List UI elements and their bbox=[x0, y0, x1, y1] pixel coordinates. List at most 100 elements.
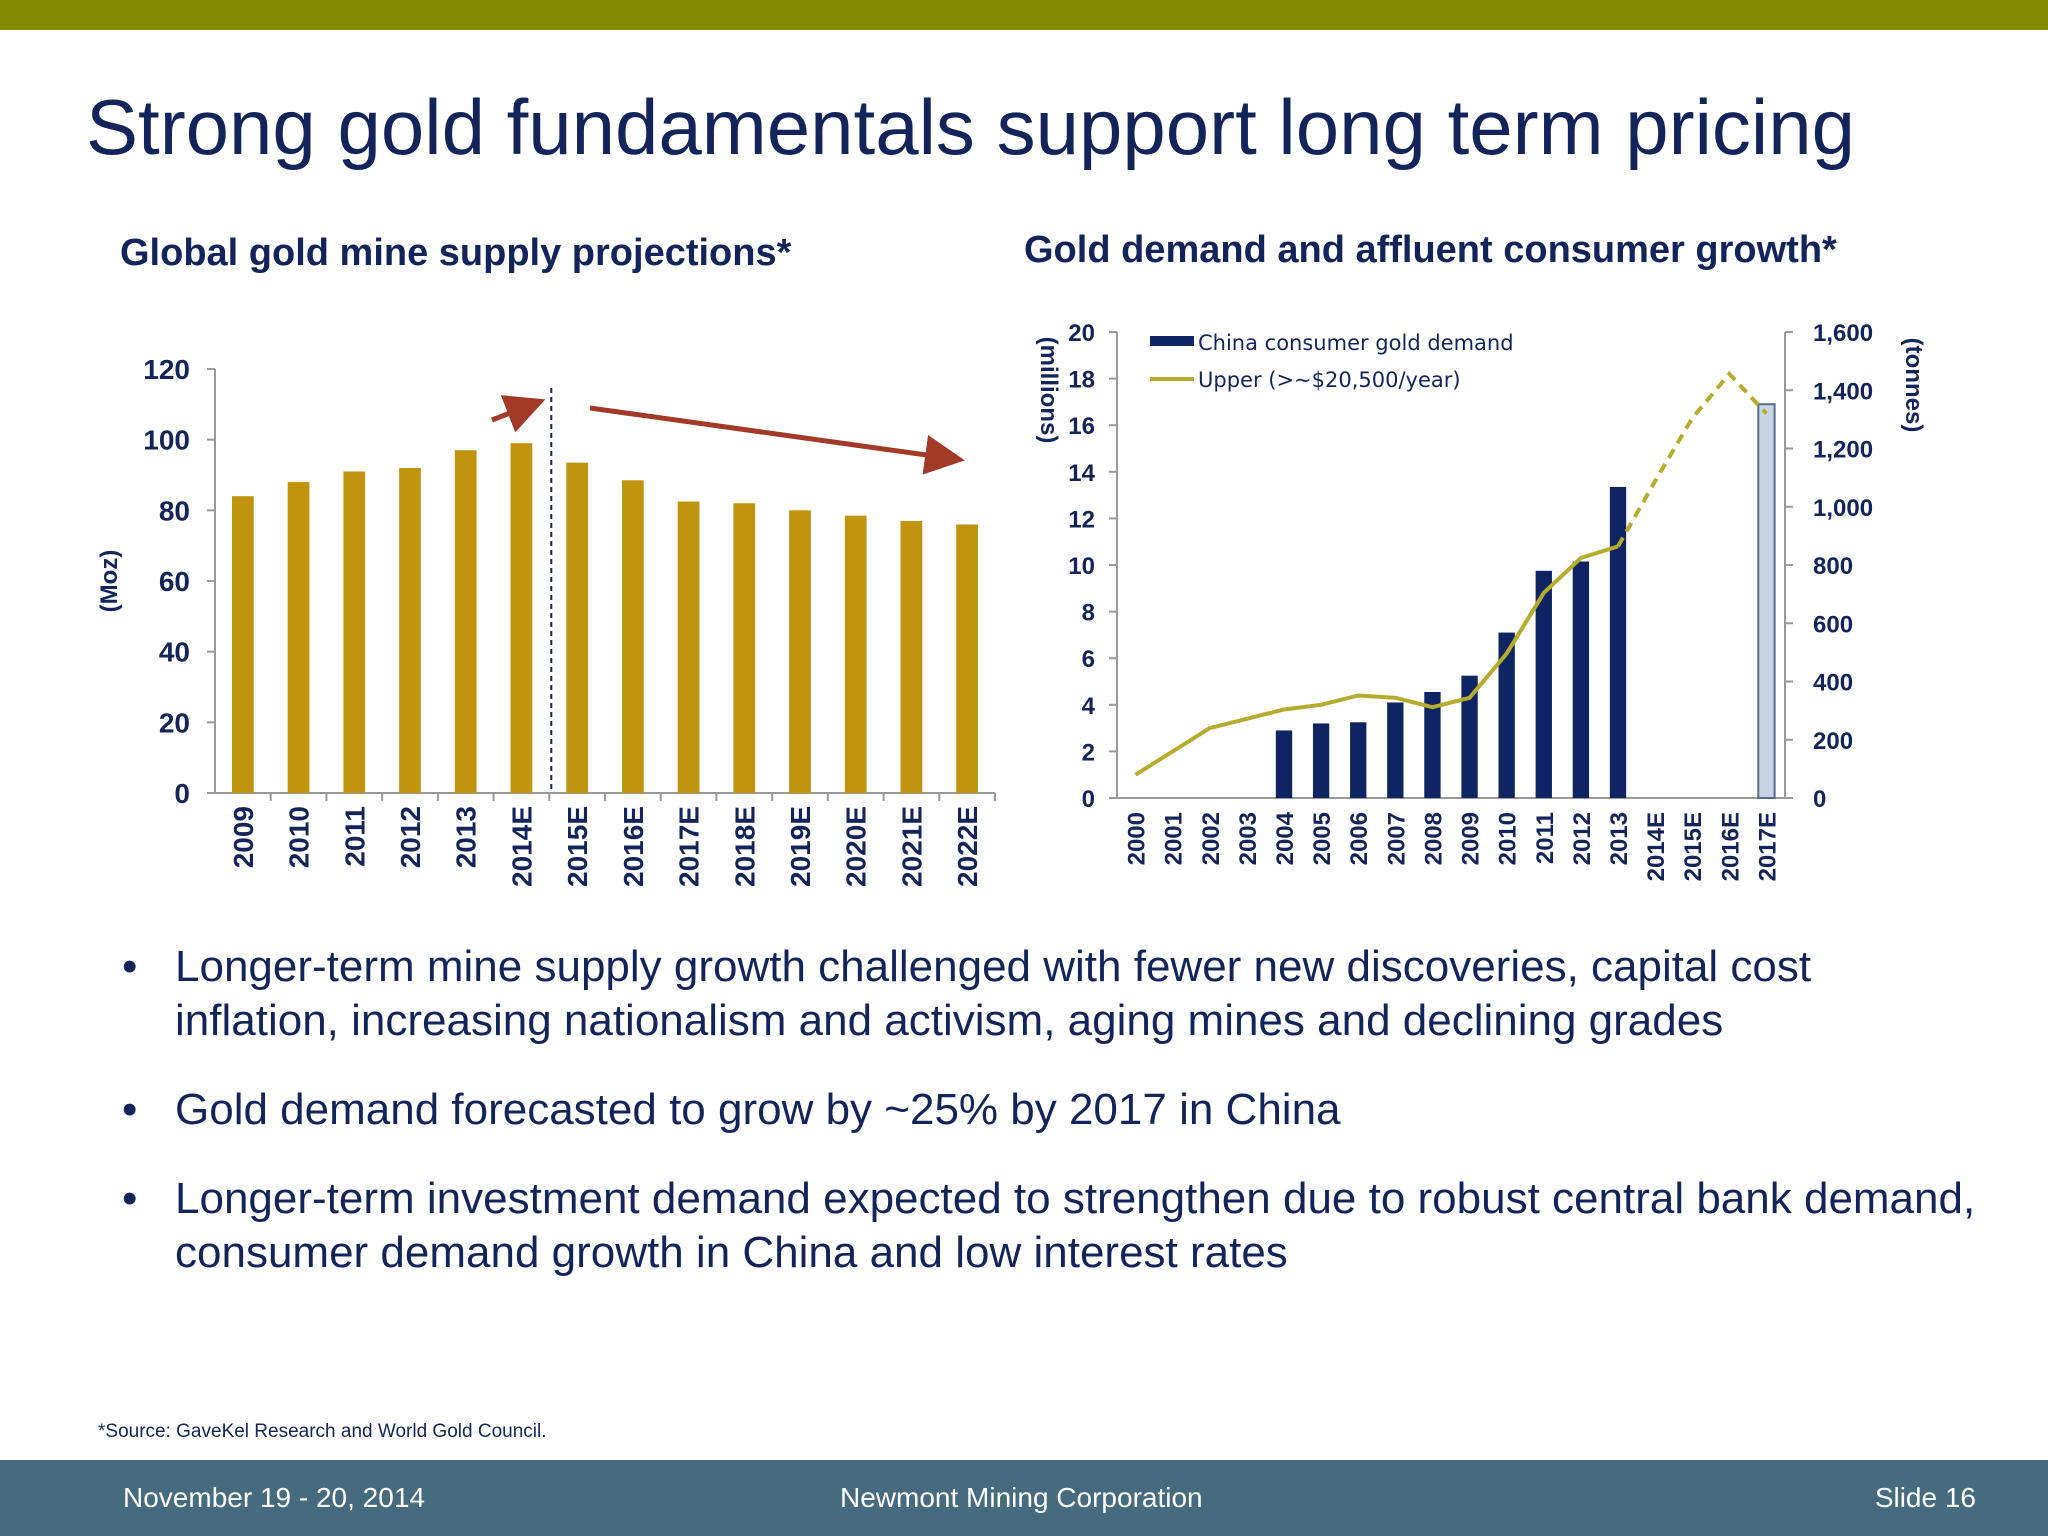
bar bbox=[900, 520, 923, 793]
x-tick-label: 2015E bbox=[562, 806, 593, 887]
x-tick-label: 2009 bbox=[228, 806, 259, 868]
y-tick-label: 80 bbox=[159, 495, 190, 526]
up-trend-arrow bbox=[491, 395, 546, 433]
left-tick-label: 10 bbox=[1068, 553, 1095, 580]
bar bbox=[1461, 675, 1478, 798]
footer-date: November 19 - 20, 2014 bbox=[123, 1482, 425, 1513]
x-tick-label: 2014E bbox=[506, 806, 537, 887]
x-tick-label: 2001 bbox=[1161, 812, 1188, 865]
bar bbox=[454, 450, 477, 793]
bar bbox=[510, 443, 533, 793]
right-tick-label: 600 bbox=[1813, 611, 1853, 638]
x-tick-label: 2009 bbox=[1458, 812, 1485, 865]
y-tick-label: 20 bbox=[159, 707, 190, 738]
top-accent-bar bbox=[0, 0, 2048, 30]
bullet-item: • Longer-term mine supply growth challeng… bbox=[118, 940, 1978, 1048]
bullet-dot: • bbox=[122, 1085, 138, 1134]
x-tick-label: 2013 bbox=[451, 806, 482, 868]
bar bbox=[231, 496, 254, 793]
right-tick-label: 1,200 bbox=[1813, 437, 1873, 464]
mine-supply-chart: 0 20 40 60 80 100 120 (Moz) 2009 2010 2011 2012 2013… bbox=[96, 354, 996, 887]
x-tick-label: 2017E bbox=[1754, 812, 1781, 881]
left-tick-label: 20 bbox=[1068, 320, 1095, 347]
y-tick-label: 100 bbox=[143, 425, 190, 456]
left-axis-label: (millions) bbox=[1035, 337, 1062, 444]
left-tick-label: 6 bbox=[1082, 646, 1095, 673]
forecast-bar bbox=[1757, 403, 1776, 799]
x-tick-label: 2020E bbox=[841, 806, 872, 887]
x-tick-label: 2005 bbox=[1309, 812, 1336, 865]
legend-label-bar: China consumer gold demand bbox=[1198, 331, 1514, 355]
bar bbox=[621, 480, 644, 793]
bar bbox=[343, 471, 366, 793]
down-trend-arrow bbox=[589, 405, 965, 475]
left-tick-label: 14 bbox=[1068, 460, 1095, 487]
y-tick-label: 0 bbox=[174, 778, 190, 809]
bar bbox=[566, 462, 589, 793]
bar bbox=[956, 524, 979, 793]
bar bbox=[677, 501, 700, 793]
legend-swatch-bar bbox=[1150, 336, 1194, 346]
left-tick-label: 16 bbox=[1068, 413, 1095, 440]
right-tick-label: 1,400 bbox=[1813, 378, 1873, 405]
right-tick-label: 1,000 bbox=[1813, 495, 1873, 522]
x-tick-label: 2016E bbox=[1717, 812, 1744, 881]
x-tick-label: 2021E bbox=[896, 806, 927, 887]
bar bbox=[1609, 486, 1627, 798]
x-tick-label: 2012 bbox=[1569, 812, 1596, 865]
x-tick-label: 2004 bbox=[1272, 811, 1299, 865]
chart2-title: Gold demand and affluent consumer growth… bbox=[1024, 229, 1837, 271]
x-tick-label: 2018E bbox=[729, 806, 760, 887]
x-tick-label: 2012 bbox=[395, 806, 426, 868]
bullet-item: • Longer-term investment demand expected … bbox=[118, 1172, 1978, 1280]
bar bbox=[1572, 561, 1590, 798]
y-tick-label: 40 bbox=[159, 637, 190, 668]
footer-slide-number: Slide 16 bbox=[1874, 1482, 1976, 1513]
legend-label-line: Upper (>~$20,500/year) bbox=[1198, 368, 1461, 392]
left-tick-label: 18 bbox=[1068, 367, 1095, 394]
y-tick-label: 60 bbox=[159, 566, 190, 597]
footer-bar: November 19 - 20, 2014 Newmont Mining Co… bbox=[0, 1460, 2048, 1536]
x-tick-label: 2014E bbox=[1643, 812, 1670, 881]
bullet-dot: • bbox=[122, 942, 138, 991]
slide-title: Strong gold fundamentals support long te… bbox=[86, 83, 1856, 171]
bar bbox=[1387, 702, 1404, 798]
x-tick-label: 2016E bbox=[618, 806, 649, 887]
x-tick-label: 2008 bbox=[1420, 812, 1447, 865]
x-tick-label: 2010 bbox=[1495, 812, 1522, 865]
x-tick-label: 2000 bbox=[1124, 812, 1151, 865]
chart1-title: Global gold mine supply projections* bbox=[120, 232, 792, 274]
bullet-list: • Longer-term mine supply growth challeng… bbox=[118, 940, 1978, 1315]
bar bbox=[399, 467, 421, 793]
right-tick-label: 200 bbox=[1813, 728, 1853, 755]
bullet-text: Longer-term investment demand expected t… bbox=[175, 1174, 1976, 1277]
right-tick-label: 800 bbox=[1813, 553, 1853, 580]
gold-demand-chart: 0246810121416182002004006008001,0001,200… bbox=[1035, 320, 1927, 881]
x-tick-label: 2011 bbox=[1532, 812, 1559, 864]
left-tick-label: 8 bbox=[1082, 600, 1095, 627]
x-tick-label: 2011 bbox=[339, 806, 370, 867]
right-tick-label: 0 bbox=[1813, 786, 1826, 813]
left-tick-label: 2 bbox=[1082, 739, 1095, 766]
bullet-text: Longer-term mine supply growth challenge… bbox=[175, 942, 1812, 1045]
left-tick-label: 12 bbox=[1068, 506, 1095, 533]
x-tick-label: 2019E bbox=[785, 806, 816, 887]
right-tick-label: 400 bbox=[1813, 670, 1853, 697]
left-tick-label: 4 bbox=[1082, 693, 1096, 720]
bar bbox=[1312, 723, 1330, 798]
x-tick-label: 2015E bbox=[1680, 812, 1707, 881]
x-tick-label: 2022E bbox=[952, 806, 983, 887]
bar bbox=[287, 482, 310, 793]
bar bbox=[1350, 722, 1367, 798]
x-tick-label: 2002 bbox=[1198, 812, 1225, 865]
bar bbox=[1535, 570, 1552, 798]
upper-consumers-forecast-line bbox=[1616, 370, 1768, 548]
bullet-item: • Gold demand forecasted to grow by ~25% … bbox=[118, 1083, 1978, 1137]
y-axis-label: (Moz) bbox=[96, 550, 123, 613]
right-tick-label: 1,600 bbox=[1813, 320, 1873, 347]
bar bbox=[1424, 691, 1441, 798]
x-tick-label: 2006 bbox=[1346, 812, 1373, 865]
bar bbox=[1498, 632, 1515, 798]
bar bbox=[733, 503, 756, 793]
footer-company: Newmont Mining Corporation bbox=[840, 1482, 1203, 1513]
